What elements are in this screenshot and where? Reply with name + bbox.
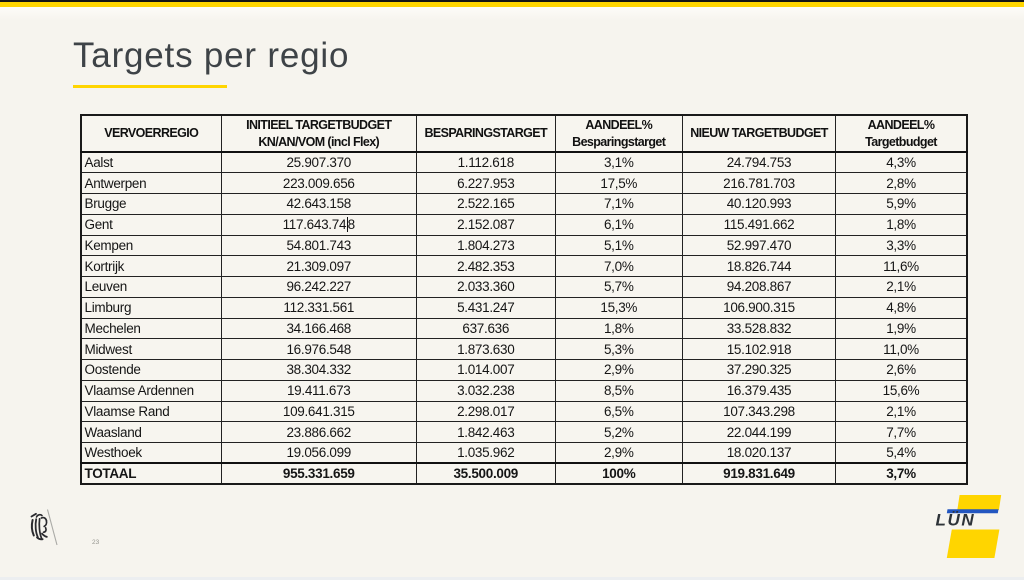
svg-text:LÜN: LÜN bbox=[936, 511, 976, 530]
